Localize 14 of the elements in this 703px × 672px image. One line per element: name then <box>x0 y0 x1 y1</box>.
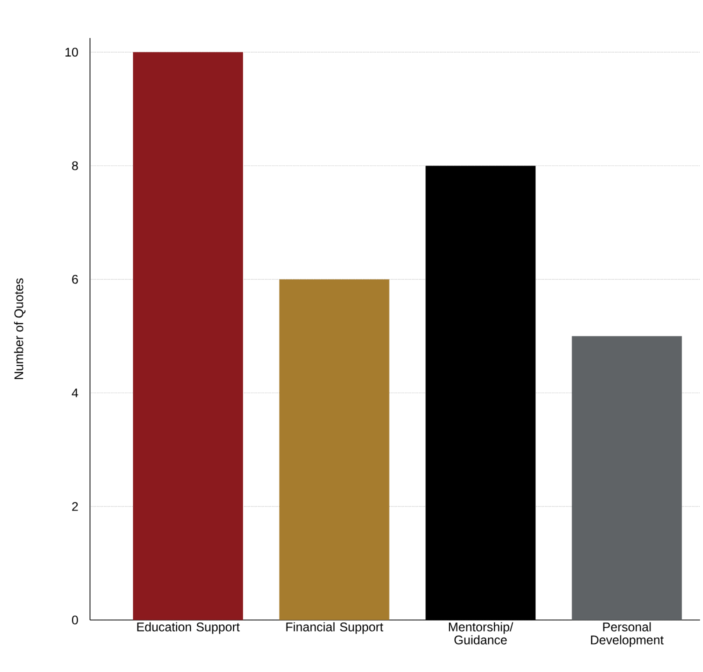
y-tick-label: 10 <box>66 48 78 57</box>
x-tick-label: Personal Development <box>591 622 664 647</box>
y-tick-label: 0 <box>72 616 78 624</box>
bar <box>133 52 244 620</box>
x-tick-label: Mentorship/ Guidance <box>448 622 514 644</box>
bar <box>572 336 682 620</box>
bar <box>279 279 390 620</box>
y-tick-label: 4 <box>72 388 78 398</box>
y-tick-label: 2 <box>72 502 78 511</box>
x-tick-label: Financial Support <box>286 622 384 634</box>
y-tick-label: 8 <box>72 161 78 170</box>
y-axis-title: Number of Quotes <box>14 278 26 380</box>
y-tick-label: 6 <box>72 274 78 284</box>
x-tick-label: Education Support <box>137 622 240 634</box>
